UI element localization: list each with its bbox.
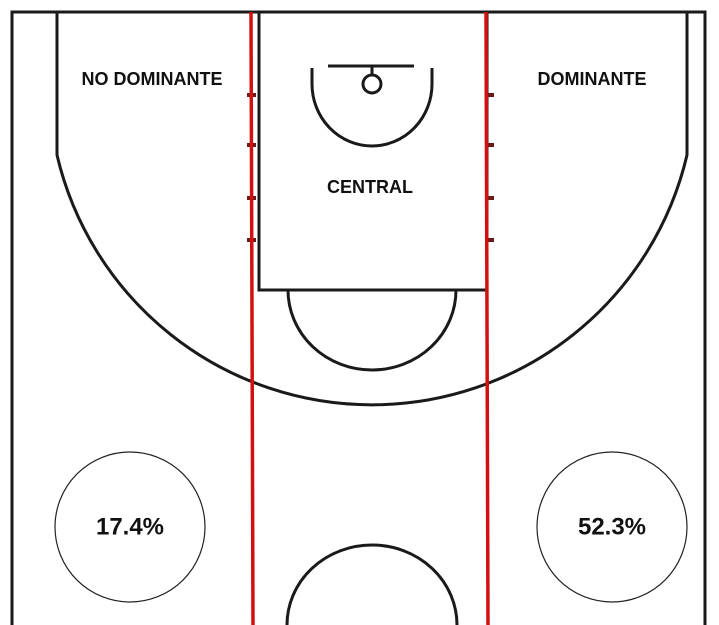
three-point-line [55,12,689,407]
zone-label: DOMINANTE [538,69,647,89]
zone-label: NO DOMINANTE [82,69,223,89]
restricted-area [310,68,434,148]
zone-divider [484,11,490,625]
zone-percentage: 52.3% [578,513,646,540]
zone-label: CENTRAL [327,177,413,197]
center-circle [285,543,459,625]
rim [361,73,383,95]
percentage-circle [54,451,206,603]
free-throw-arc [286,289,458,372]
percentage-circle [536,451,688,603]
zone-percentage: 17.4% [96,513,164,540]
zone-divider [249,11,255,625]
